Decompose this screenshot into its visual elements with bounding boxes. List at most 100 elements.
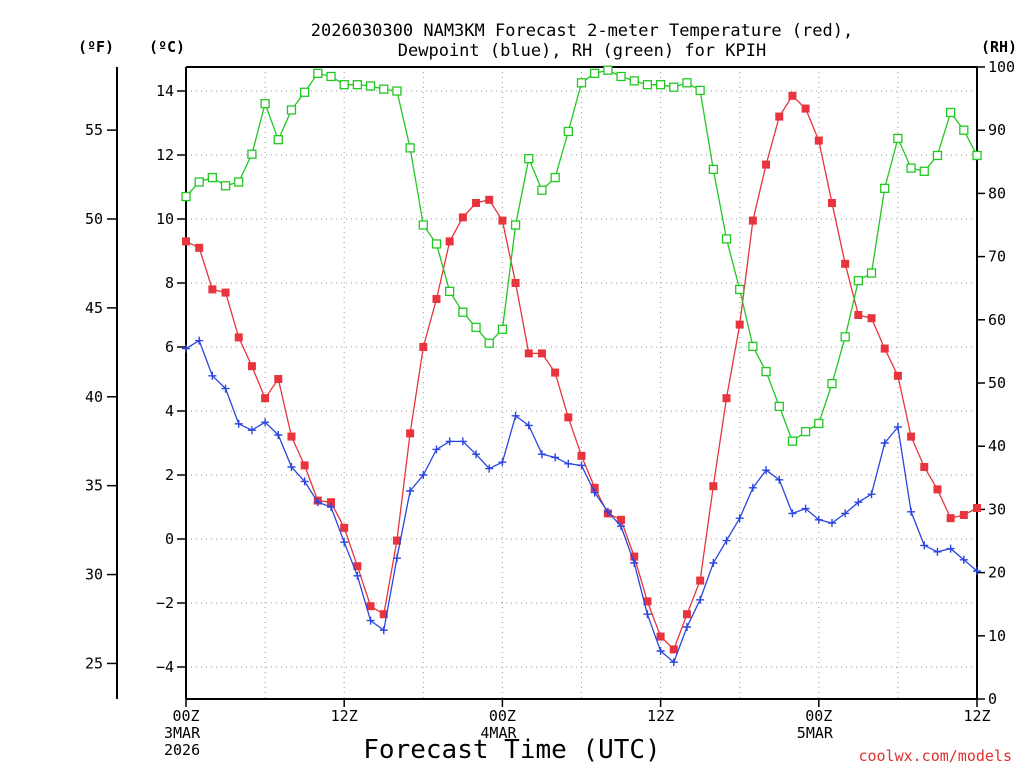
2-meter-temperature-point — [577, 451, 586, 460]
dewpoint-point — [472, 450, 481, 459]
dewpoint-point — [564, 459, 573, 468]
dewpoint-point — [722, 536, 731, 545]
rh-point — [207, 172, 218, 183]
fahrenheit-tick-label: 40 — [85, 388, 103, 406]
2-meter-temperature-point — [485, 195, 494, 204]
dewpoint-point — [379, 626, 388, 635]
2-meter-temperature-point — [472, 199, 481, 207]
rh-point — [365, 81, 376, 91]
dewpoint-point — [366, 616, 375, 625]
2-meter-temperature-point — [274, 375, 283, 383]
rh-point — [590, 68, 600, 78]
rh-point — [352, 80, 363, 90]
x-tick-date-label: 3MAR — [164, 724, 201, 742]
dewpoint-point — [551, 453, 560, 462]
dewpoint-point — [893, 423, 902, 431]
rh-point — [721, 234, 732, 244]
rh-point — [497, 324, 508, 334]
rh-point — [642, 80, 653, 90]
dewpoint-point — [485, 464, 494, 473]
rh-point — [471, 322, 481, 333]
dewpoint-point — [920, 541, 929, 550]
2-meter-temperature-point — [643, 597, 652, 606]
fahrenheit-tick-label: 30 — [85, 566, 103, 584]
dewpoint-point — [973, 567, 981, 575]
dewpoint-point — [234, 419, 243, 428]
tick-labels: −4 −2 0 2 4 6 8 10 12 14 25 30 35 40 45 50 55 0 10 20 30 40 50… — [85, 58, 1015, 759]
rh-tick-label: 10 — [988, 627, 1006, 645]
2-meter-temperature-point — [195, 243, 204, 252]
2-meter-temperature-point — [445, 237, 454, 246]
dewpoint-point — [907, 507, 916, 516]
dewpoint-point — [788, 509, 797, 518]
rh-tick-label: 0 — [988, 690, 997, 708]
rh-tick-label: 40 — [988, 437, 1006, 455]
2-meter-temperature-point — [920, 463, 929, 471]
celsius-tick-label: 10 — [156, 210, 174, 228]
data-series — [181, 65, 982, 667]
2-meter-temperature-point — [379, 610, 388, 619]
x-tick-date-label: 2026 — [164, 741, 200, 759]
2-meter-temperature-point — [564, 413, 573, 422]
axes — [107, 66, 985, 707]
rh-point — [313, 68, 323, 78]
rh-point — [326, 71, 336, 82]
rh-point — [945, 107, 956, 118]
2-meter-temperature-point — [234, 333, 243, 342]
2-meter-temperature-point — [735, 320, 744, 329]
rh-point — [919, 166, 929, 176]
chart-title-line-1: 2026030300 NAM3KM Forecast 2-meter Tempe… — [311, 21, 853, 41]
rh-point — [932, 150, 943, 161]
fahrenheit-tick-label: 45 — [85, 299, 103, 317]
dewpoint-point — [590, 488, 599, 497]
rh-point — [655, 80, 666, 90]
2-meter-temperature-point — [247, 362, 256, 371]
2-meter-temperature-point — [419, 343, 428, 351]
dewpoint-point — [696, 595, 705, 604]
dewpoint-point — [643, 610, 652, 619]
2-meter-temperature-point — [682, 610, 691, 619]
dewpoint-point — [867, 490, 876, 499]
dewpoint-point — [880, 439, 889, 447]
dewpoint-point — [854, 498, 863, 507]
2-meter-temperature-point — [696, 576, 705, 585]
dewpoint-point — [709, 559, 718, 567]
rh-point — [392, 86, 402, 96]
2-meter-temperature-point — [590, 483, 599, 492]
2-meter-temperature-point — [392, 536, 401, 545]
rh-point — [431, 239, 442, 249]
2-meter-temperature-point — [366, 602, 375, 611]
rh-point — [880, 183, 890, 193]
rh-point — [405, 143, 415, 153]
rh-tick-label: 70 — [988, 248, 1006, 266]
2-meter-temperature-point — [814, 136, 823, 145]
2-meter-temperature-point — [511, 279, 520, 287]
celsius-tick-label: 0 — [165, 530, 174, 548]
rh-point — [629, 76, 639, 86]
fahrenheit-tick-label: 55 — [85, 121, 103, 139]
rh-point — [748, 341, 758, 351]
dewpoint-point — [682, 623, 691, 631]
2-meter-temperature-point — [551, 368, 560, 377]
dewpoint-point — [432, 445, 441, 454]
2-meter-temperature-point — [656, 632, 665, 641]
2-meter-temperature-point — [208, 285, 217, 294]
rh-point — [299, 87, 310, 97]
rh-tick-label: 90 — [988, 121, 1006, 139]
x-axis-label: Forecast Time (UTC) — [363, 735, 660, 765]
dewpoint-point — [313, 498, 322, 507]
rh-tick-label: 50 — [988, 374, 1006, 392]
rh-point — [893, 133, 903, 144]
dewpoint-point — [392, 554, 401, 563]
rh-point — [273, 135, 283, 145]
rh-point — [761, 366, 771, 377]
rh-tick-label: 60 — [988, 311, 1006, 329]
dewpoint-point — [577, 461, 586, 470]
celsius-tick-label: 4 — [165, 402, 174, 420]
celsius-tick-label: 6 — [165, 338, 174, 356]
2-meter-temperature-point — [880, 344, 889, 353]
2-meter-temperature-point — [973, 503, 981, 512]
rh-point — [260, 99, 270, 109]
dewpoint-point — [182, 344, 190, 353]
dewpoint-point — [762, 466, 771, 475]
